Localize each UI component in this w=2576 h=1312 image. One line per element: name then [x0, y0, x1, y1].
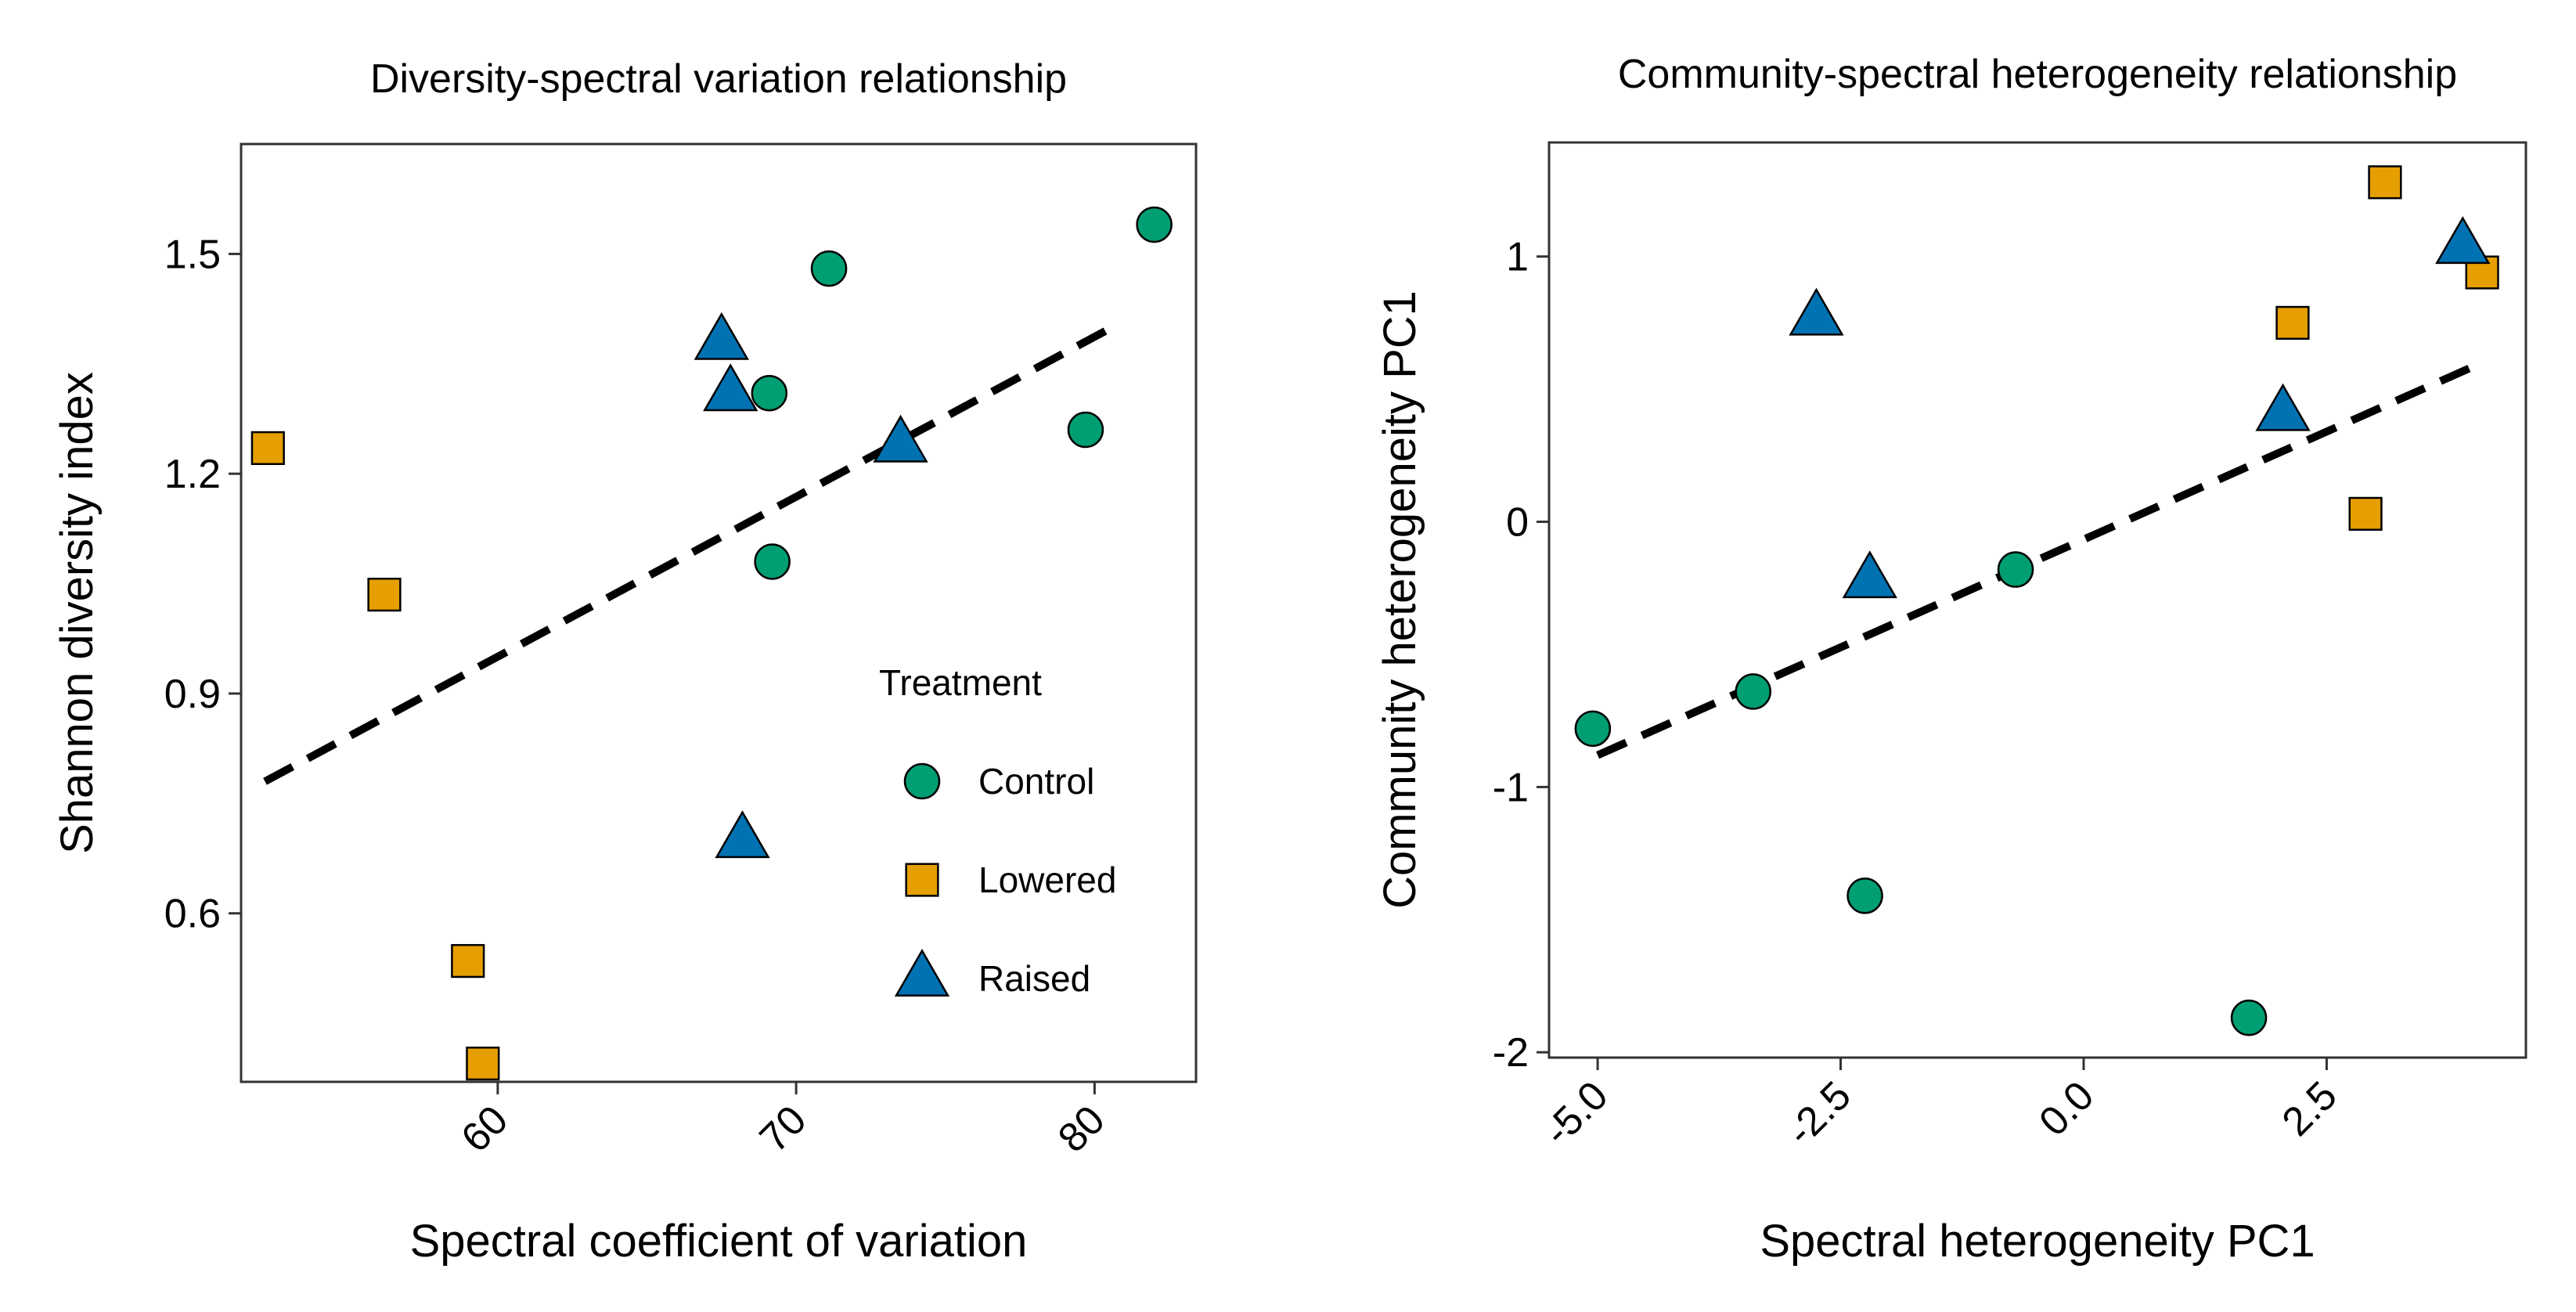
y-tick-label: 1.5 — [164, 232, 221, 277]
point-control — [810, 250, 848, 287]
y-tick-label: 0.6 — [164, 892, 221, 937]
point-raised — [873, 414, 928, 463]
point-raised — [715, 810, 770, 859]
point-lowered — [451, 943, 485, 979]
x-axis-label: Spectral heterogeneity PC1 — [1760, 1216, 2315, 1267]
legend-label: Raised — [978, 958, 1090, 999]
point-control — [2230, 999, 2268, 1036]
point-raised — [1789, 287, 1844, 336]
trend-line — [1596, 359, 2484, 759]
chart-title: Diversity-spectral variation relationshi… — [370, 56, 1067, 102]
plot-panel — [1547, 141, 2527, 1059]
y-tick-label: -1 — [1493, 765, 1529, 810]
x-tick-label: 60 — [452, 1097, 517, 1161]
point-raised — [1842, 550, 1897, 599]
y-tick-label: 1.2 — [164, 452, 221, 497]
y-tick-label: 0 — [1506, 500, 1529, 546]
legend-label: Lowered — [978, 860, 1116, 900]
y-tick-label: 1 — [1506, 235, 1529, 280]
legend-title: Treatment — [879, 662, 1042, 703]
trend-line — [263, 323, 1115, 785]
y-axis-label: Shannon diversity index — [52, 372, 103, 854]
x-tick-label: 0.0 — [2030, 1072, 2102, 1144]
legend-marker-lowered — [905, 863, 939, 897]
legend-marker-control — [903, 762, 941, 800]
chart-right: Community-spectral heterogeneity relatio… — [1374, 52, 2527, 1267]
y-tick-label: -2 — [1493, 1030, 1529, 1076]
point-control — [751, 374, 788, 412]
x-tick-label: 80 — [1050, 1097, 1114, 1161]
point-lowered — [2368, 165, 2402, 200]
point-control — [1735, 673, 1772, 710]
point-lowered — [250, 431, 285, 466]
point-raised — [694, 312, 749, 360]
y-axis-label: Community heterogeneity PC1 — [1374, 290, 1425, 909]
point-lowered — [367, 578, 402, 612]
point-raised — [703, 363, 758, 412]
point-control — [1574, 710, 1612, 748]
point-control — [1136, 206, 1173, 243]
legend-marker-raised — [894, 949, 950, 997]
point-control — [1997, 551, 2034, 588]
x-axis-label: Spectral coefficient of variation — [410, 1216, 1028, 1267]
point-lowered — [2275, 305, 2310, 341]
x-tick-label: -5.0 — [1535, 1072, 1616, 1154]
plot-panel — [240, 142, 1198, 1083]
point-lowered — [466, 1047, 500, 1081]
legend-label: Control — [978, 761, 1094, 802]
x-tick-label: 70 — [751, 1097, 816, 1161]
x-tick-label: 2.5 — [2274, 1072, 2346, 1144]
point-raised — [2255, 383, 2311, 431]
x-tick-label: -2.5 — [1778, 1072, 1860, 1154]
point-raised — [2435, 216, 2491, 265]
chart-left: Diversity-spectral variation relationshi… — [52, 56, 1198, 1267]
point-control — [1067, 411, 1104, 449]
point-control — [754, 543, 791, 580]
point-control — [1846, 878, 1883, 914]
point-lowered — [2348, 496, 2383, 531]
y-tick-label: 0.9 — [164, 672, 221, 717]
chart-title: Community-spectral heterogeneity relatio… — [1618, 52, 2457, 97]
